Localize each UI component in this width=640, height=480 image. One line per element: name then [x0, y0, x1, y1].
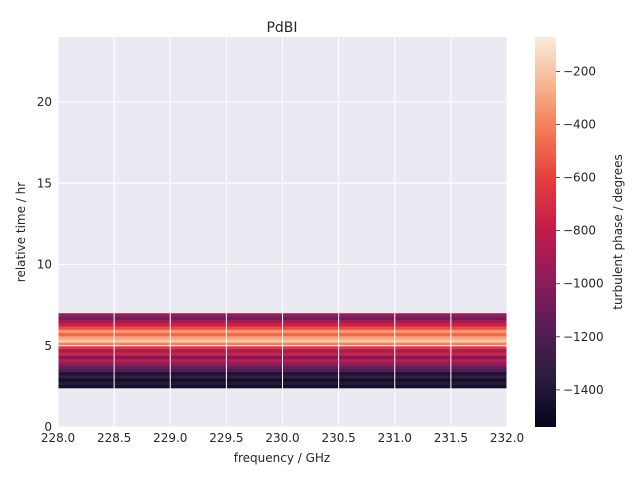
- colorbar-tick-label: −1200: [563, 330, 604, 344]
- colorbar: [535, 37, 556, 427]
- x-tick-label: 232.0: [490, 431, 524, 445]
- y-tick-label: 10: [37, 258, 52, 272]
- x-tick-label: 229.5: [209, 431, 243, 445]
- y-axis-ticks: 0 5 10 15 20: [37, 95, 52, 434]
- colorbar-label: turbulent phase / degrees: [611, 154, 625, 310]
- x-axis-ticks: 228.0 228.5 229.0 229.5 230.0 230.5 231.0 231.5…: [41, 431, 524, 445]
- colorbar-tick-label: −200: [563, 64, 596, 78]
- x-axis-label: frequency / GHz: [234, 451, 330, 465]
- colorbar-tick-label: −400: [563, 118, 596, 132]
- colorbar-tick-label: −1000: [563, 277, 604, 291]
- y-tick-label: 20: [37, 95, 52, 109]
- colorbar-ticks: −200 −400 −600 −800 −1000 −1200 −1400: [556, 64, 604, 397]
- chart-title: PdBI: [266, 20, 297, 36]
- x-tick-label: 228.5: [97, 431, 131, 445]
- x-tick-label: 231.5: [434, 431, 468, 445]
- x-tick-label: 228.0: [41, 431, 75, 445]
- x-tick-label: 230.0: [265, 431, 299, 445]
- y-tick-label: 0: [44, 420, 52, 434]
- colorbar-tick-label: −600: [563, 171, 596, 185]
- y-tick-label: 5: [44, 339, 52, 353]
- grid-lines: [57, 37, 508, 428]
- colorbar-tick-label: −800: [563, 224, 596, 238]
- y-tick-label: 15: [37, 176, 52, 190]
- x-tick-label: 229.0: [153, 431, 187, 445]
- x-tick-label: 231.0: [378, 431, 412, 445]
- colorbar-tick-label: −1400: [563, 383, 604, 397]
- x-tick-label: 230.5: [321, 431, 355, 445]
- y-axis-label: relative time / hr: [14, 182, 28, 282]
